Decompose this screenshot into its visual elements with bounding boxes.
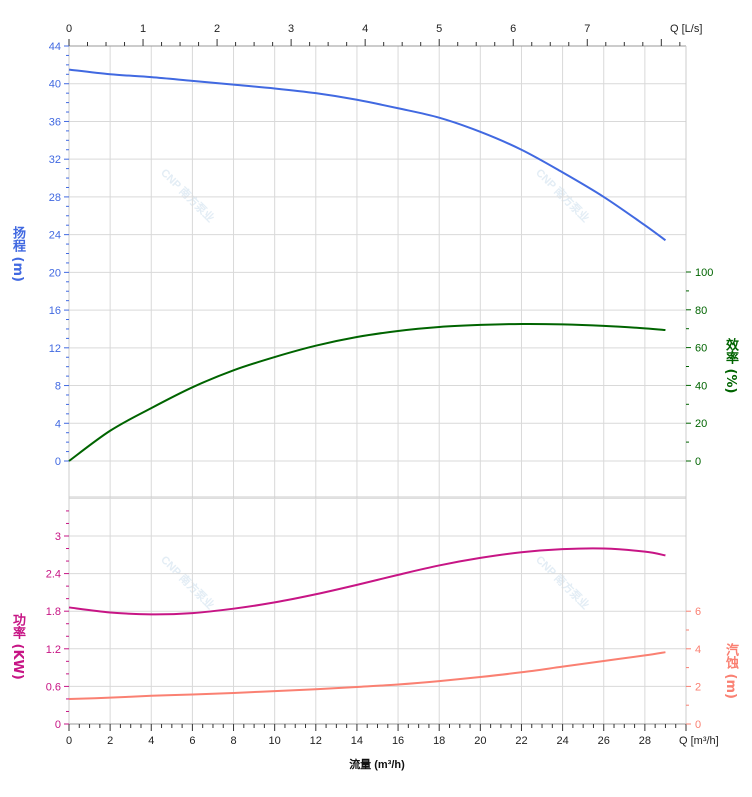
efficiency-tick-label: 0 <box>695 456 701 468</box>
head-tick-label: 24 <box>49 230 61 242</box>
x-tick-label: 6 <box>189 735 195 747</box>
npsh-tick-label: 2 <box>695 681 701 693</box>
npsh-curve <box>68 651 666 700</box>
power-curve <box>68 547 666 616</box>
efficiency-curve <box>68 322 666 462</box>
head-tick-label: 36 <box>49 116 61 128</box>
x-tick-label: 16 <box>392 735 404 747</box>
x-tick-label: 24 <box>556 735 568 747</box>
head-tick-label: 20 <box>49 267 61 279</box>
x-tick-label: 2 <box>107 735 113 747</box>
efficiency-axis-title: 效率 (%) <box>723 338 738 394</box>
power-axis-title: 功率 (KW) <box>10 613 25 680</box>
watermark-logo: CNP 南方泵业 <box>158 165 217 224</box>
head-tick-label: 0 <box>55 456 61 468</box>
top-tick-label: 3 <box>288 23 294 35</box>
efficiency-tick-label: 60 <box>695 343 707 355</box>
top-tick-label: 7 <box>584 23 590 35</box>
x-tick-label: 8 <box>230 735 236 747</box>
power-tick-label: 1.2 <box>46 644 61 656</box>
npsh-tick-label: 0 <box>695 719 701 731</box>
x-tick-label: 18 <box>433 735 445 747</box>
efficiency-tick-label: 20 <box>695 418 707 430</box>
head-tick-label: 28 <box>49 192 61 204</box>
x-tick-label: 28 <box>639 735 651 747</box>
x-tick-label: 22 <box>515 735 527 747</box>
head-tick-label: 40 <box>49 79 61 91</box>
x-tick-label: 4 <box>148 735 154 747</box>
head-tick-label: 16 <box>49 305 61 317</box>
head-axis-title: 扬程 (m) <box>10 226 25 282</box>
power-tick-label: 0 <box>55 719 61 731</box>
top-tick-label: 5 <box>436 23 442 35</box>
top-tick-label: 1 <box>140 23 146 35</box>
npsh-axis-title: 汽蚀 (m) <box>723 643 738 699</box>
head-tick-label: 12 <box>49 343 61 355</box>
efficiency-tick-label: 100 <box>695 267 713 279</box>
head-tick-label: 8 <box>55 381 61 393</box>
x-unit-label: Q [m³/h] <box>679 735 719 747</box>
power-tick-label: 2.4 <box>46 569 61 581</box>
head-curve <box>68 68 667 242</box>
x-tick-label: 26 <box>598 735 610 747</box>
npsh-tick-label: 6 <box>695 606 701 618</box>
x-tick-label: 20 <box>474 735 486 747</box>
power-tick-label: 1.8 <box>46 606 61 618</box>
x-tick-label: 0 <box>66 735 72 747</box>
top-axis-unit-label: Q [L/s] <box>670 23 702 35</box>
power-tick-label: 0.6 <box>46 681 61 693</box>
head-tick-label: 44 <box>49 41 61 53</box>
x-axis-title: 流量 (m³/h) <box>349 757 405 771</box>
head-tick-label: 4 <box>55 418 61 430</box>
head-tick-label: 32 <box>49 154 61 166</box>
top-tick-label: 6 <box>510 23 516 35</box>
x-tick-label: 10 <box>269 735 281 747</box>
npsh-tick-label: 4 <box>695 644 701 656</box>
top-tick-label: 4 <box>362 23 368 35</box>
x-tick-label: 12 <box>310 735 322 747</box>
top-tick-label: 0 <box>66 23 72 35</box>
efficiency-tick-label: 80 <box>695 305 707 317</box>
x-tick-label: 14 <box>351 735 363 747</box>
watermark-logo: CNP 南方泵业 <box>158 552 217 611</box>
top-tick-label: 2 <box>214 23 220 35</box>
power-tick-label: 3 <box>55 531 61 543</box>
efficiency-tick-label: 40 <box>695 380 707 392</box>
